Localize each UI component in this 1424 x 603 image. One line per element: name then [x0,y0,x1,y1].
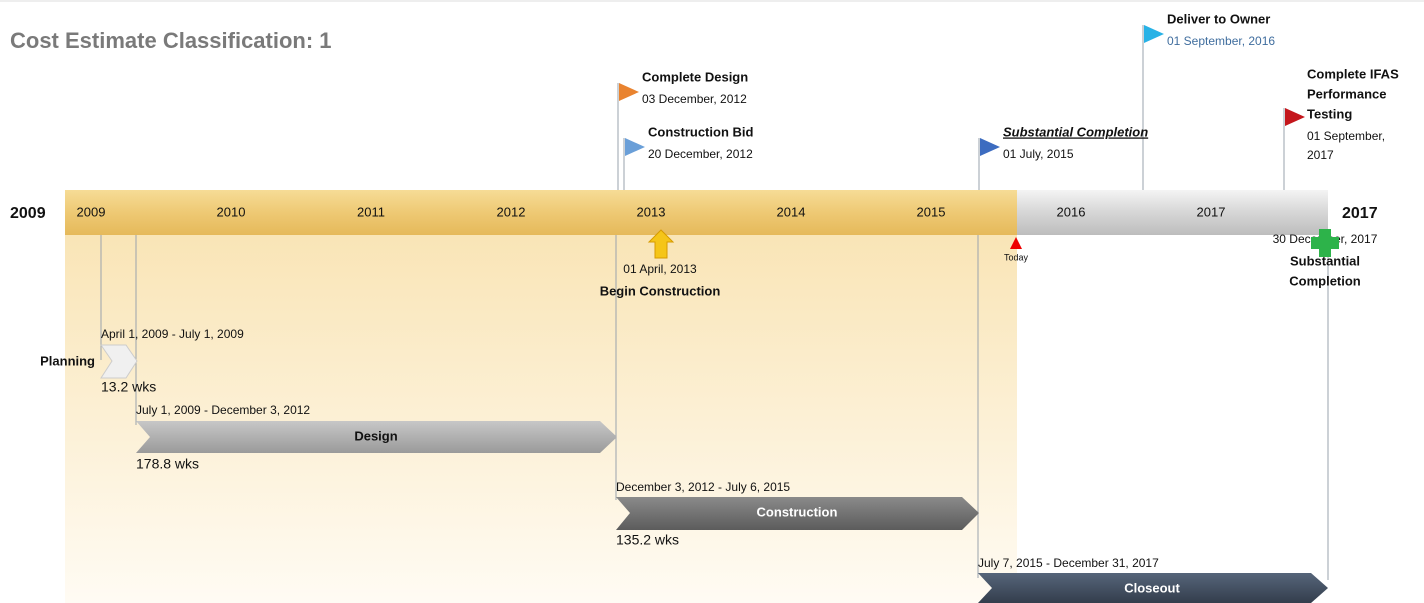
task-duration: 13.2 wks [101,379,156,395]
task-dates: April 1, 2009 - July 1, 2009 [101,327,244,341]
elapsed-bar [65,190,1017,235]
milestone-date: 01 September, [1307,129,1385,143]
flag [619,83,639,101]
elapsed-shade [65,235,1017,603]
milestone-title: Construction Bid [648,124,753,139]
task-name: Design [354,428,397,443]
start-label: 2009 [10,205,46,222]
task-bar [978,573,1328,603]
milestone-date: 01 July, 2015 [1003,147,1074,161]
end-label: 2017 [1342,205,1378,222]
year-label: 2012 [497,204,526,219]
flag [625,138,645,156]
milestone-date: 2017 [1307,148,1334,162]
year-label: 2009 [77,204,106,219]
milestone-title: Complete IFAS [1307,66,1399,81]
task-dates: December 3, 2012 - July 6, 2015 [616,480,790,494]
task-duration: 135.2 wks [616,532,679,548]
task-bar [616,497,979,530]
task-name: Construction [757,504,838,519]
year-label: 2010 [217,204,246,219]
plus-icon [1311,229,1339,257]
today-label: Today [1004,252,1029,262]
milestone-title: Testing [1307,106,1352,121]
task-name: Planning [40,353,95,368]
year-label: 2014 [777,204,806,219]
year-label: 2013 [637,204,666,219]
task-name: Closeout [1124,580,1180,595]
milestone-lines [100,25,1329,580]
milestone-title: Completion [1289,273,1361,288]
milestone-date: 03 December, 2012 [642,92,747,106]
flag [980,138,1000,156]
year-label: 2016 [1057,204,1086,219]
flag [1144,25,1164,43]
milestone-date: 01 April, 2013 [623,262,697,276]
milestone-date: 20 December, 2012 [648,147,753,161]
milestone-title: Begin Construction [600,283,721,298]
milestone-title: Substantial Completion [1003,124,1148,139]
year-label: 2015 [917,204,946,219]
milestone-date: 01 September, 2016 [1167,34,1275,48]
arrow-icon [647,229,675,259]
year-label: 2011 [357,204,385,219]
task-dates: July 7, 2015 - December 31, 2017 [978,556,1159,570]
task-bar [136,421,617,453]
task-bar [100,344,138,379]
task-duration: 178.8 wks [136,456,199,472]
task-dates: July 1, 2009 - December 3, 2012 [136,403,310,417]
remaining-bar [1017,190,1328,235]
year-label: 2017 [1197,204,1226,219]
milestone-title: Deliver to Owner [1167,11,1270,26]
today-marker [1010,237,1022,249]
milestone-title: Substantial [1290,253,1360,268]
flag [1285,108,1305,126]
milestone-title: Performance [1307,86,1386,101]
milestone-title: Complete Design [642,69,748,84]
title: Cost Estimate Classification: 1 [10,28,332,53]
